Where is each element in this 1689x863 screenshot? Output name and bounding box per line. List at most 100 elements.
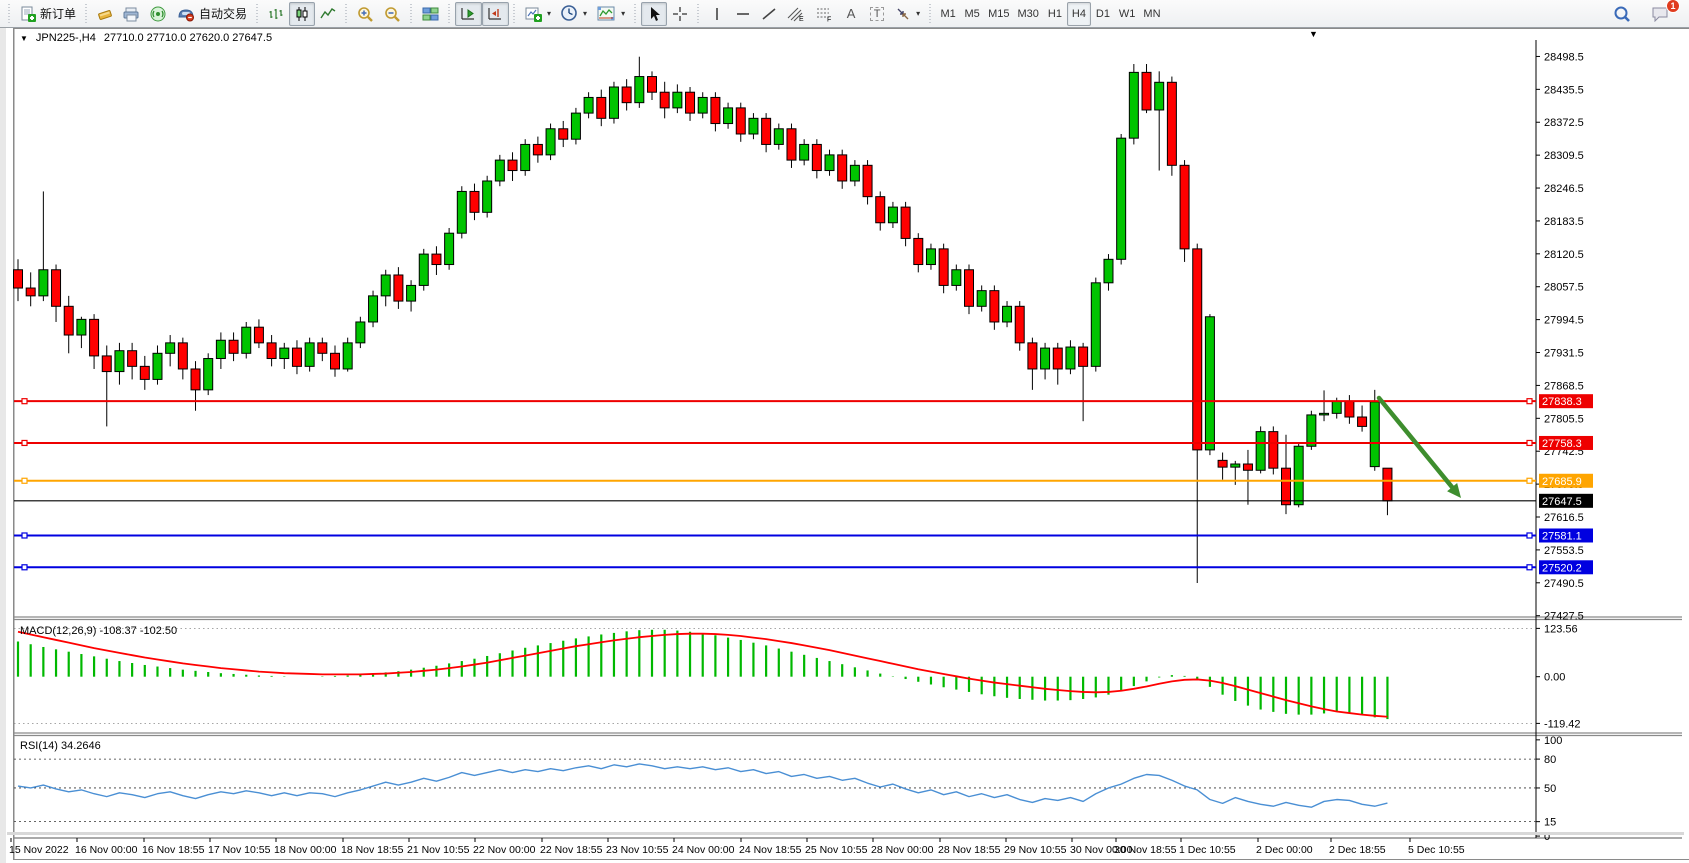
equidistant-channel-button[interactable]: E: [782, 2, 810, 26]
svg-text:16 Nov 00:00: 16 Nov 00:00: [75, 844, 138, 856]
metaeditor-button[interactable]: [92, 2, 118, 26]
cursor-button[interactable]: [641, 1, 668, 26]
horizontal-level-line[interactable]: 27581.1: [14, 528, 1593, 543]
timeframe-w1-button[interactable]: W1: [1115, 2, 1140, 26]
toolbar-grip[interactable]: [696, 3, 702, 24]
main-toolbar: 新订单 自动交易: [0, 0, 1689, 28]
chart-title: ▼ JPN225-,H4 27710.0 27710.0 27620.0 276…: [20, 32, 272, 44]
horizontal-level-line[interactable]: 27758.3: [14, 435, 1593, 450]
line-chart-button[interactable]: [315, 2, 341, 26]
signals-button[interactable]: [145, 2, 172, 26]
zoom-in-button[interactable]: [352, 2, 379, 26]
toolbar-grip[interactable]: [447, 3, 453, 24]
vertical-line-button[interactable]: [704, 2, 730, 26]
svg-text:28435.5: 28435.5: [1544, 84, 1584, 96]
candlestick-chart-button[interactable]: [289, 1, 316, 26]
svg-text:15 Nov 2022: 15 Nov 2022: [9, 844, 69, 856]
text-tool-icon: A: [846, 6, 856, 21]
fibonacci-button[interactable]: F: [810, 2, 838, 26]
svg-text:27520.2: 27520.2: [1542, 562, 1582, 574]
chevron-down-icon: ▾: [916, 9, 921, 18]
text-button[interactable]: A: [838, 2, 864, 26]
svg-text:28057.5: 28057.5: [1544, 282, 1584, 294]
cursor-icon: [650, 6, 660, 21]
svg-text:2 Dec 00:00: 2 Dec 00:00: [1256, 844, 1313, 856]
arrows-button[interactable]: ▾: [890, 2, 925, 26]
horizontal-level-line[interactable]: 27685.9: [14, 473, 1593, 488]
svg-text:27616.5: 27616.5: [1544, 512, 1584, 524]
toolbar-grip[interactable]: [7, 3, 12, 24]
svg-text:123.56: 123.56: [1544, 623, 1578, 635]
crosshair-button[interactable]: [667, 2, 693, 26]
indicators-button[interactable]: ▾: [592, 2, 630, 26]
toolbar-grip[interactable]: [84, 3, 90, 24]
price-axis[interactable]: 28498.5 28435.5 28372.5 28309.5 28246.5 28183…: [1536, 51, 1584, 843]
search-button[interactable]: [1608, 2, 1636, 26]
trend-arrow-annotation[interactable]: [1376, 395, 1461, 498]
current-price-line[interactable]: 27647.5: [14, 493, 1593, 508]
period-button[interactable]: ▾: [556, 2, 592, 26]
clock-icon: [561, 5, 577, 21]
svg-text:18 Nov 18:55: 18 Nov 18:55: [341, 844, 404, 856]
crosshair-icon: [673, 6, 688, 21]
window-bottom-edge: [7, 832, 1684, 835]
timeframe-m15-button[interactable]: M15: [984, 2, 1013, 26]
svg-text:25 Nov 10:55: 25 Nov 10:55: [805, 844, 868, 856]
chart-canvas[interactable]: 28498.5 28435.5 28372.5 28309.5 28246.5 28183…: [6, 28, 1689, 863]
chevron-down-icon: ▾: [547, 9, 552, 18]
horizontal-level-line[interactable]: 27520.2: [14, 560, 1593, 575]
autoscroll-button[interactable]: [455, 1, 483, 26]
new-order-button[interactable]: 新订单: [15, 2, 81, 26]
rsi-value: 34.2646: [60, 740, 101, 752]
ohlc-values: 27710.0 27710.0 27620.0 27647.5: [103, 32, 273, 44]
channel-icon: E: [787, 7, 804, 22]
svg-text:27647.5: 27647.5: [1542, 496, 1582, 508]
new-chart-button[interactable]: ▾: [520, 2, 556, 26]
bar-chart-button[interactable]: [263, 2, 289, 26]
chart-shift-button[interactable]: [482, 1, 510, 26]
timeframe-m1-button[interactable]: M1: [936, 2, 960, 26]
trendline-button[interactable]: [756, 2, 782, 26]
timeframe-h4-button[interactable]: H4: [1066, 1, 1091, 26]
time-axis[interactable]: 15 Nov 2022 16 Nov 00:00 16 Nov 18:55 17 No…: [9, 838, 1465, 856]
candlestick-chart-icon: [296, 6, 308, 21]
toolbar-grip[interactable]: [512, 3, 518, 24]
text-label-button[interactable]: T: [864, 2, 890, 26]
toolbar-grip[interactable]: [409, 3, 415, 24]
terminal-button[interactable]: [118, 2, 145, 26]
toolbar-grip[interactable]: [255, 3, 261, 24]
timeframe-m30-button[interactable]: M30: [1014, 2, 1043, 26]
horizontal-line-icon: [737, 12, 750, 15]
svg-text:22 Nov 18:55: 22 Nov 18:55: [540, 844, 603, 856]
timeframe-mn-button[interactable]: MN: [1139, 2, 1164, 26]
horizontal-level-line[interactable]: 27838.3: [14, 394, 1593, 409]
toolbar-grip[interactable]: [344, 3, 350, 24]
svg-text:27553.5: 27553.5: [1544, 545, 1584, 557]
chart-dropdown-icon[interactable]: ▼: [20, 33, 28, 43]
toolbar-grip[interactable]: [633, 3, 639, 24]
channel-letter: E: [799, 16, 804, 22]
indicators-icon: [597, 6, 615, 20]
search-icon: [1614, 6, 1630, 22]
timeframe-m5-button[interactable]: M5: [960, 2, 984, 26]
toolbar-grip[interactable]: [928, 3, 934, 24]
signal-icon: [150, 6, 166, 21]
timeframe-label: H4: [1071, 7, 1086, 20]
timeframe-d1-button[interactable]: D1: [1091, 2, 1115, 26]
rsi-indicator: [17, 763, 1388, 808]
svg-text:16 Nov 18:55: 16 Nov 18:55: [142, 844, 205, 856]
autotrading-button[interactable]: 自动交易: [172, 2, 252, 26]
horizontal-line-button[interactable]: [730, 2, 756, 26]
svg-text:27838.3: 27838.3: [1542, 396, 1582, 408]
chevron-down-icon: ▾: [583, 9, 588, 18]
scroll-to-end-marker[interactable]: ▼: [1309, 29, 1318, 39]
text-label-icon: T: [869, 6, 885, 21]
timeframe-h1-button[interactable]: H1: [1043, 2, 1067, 26]
zoom-out-button[interactable]: [379, 2, 406, 26]
autoscroll-icon: [461, 7, 475, 20]
tile-windows-button[interactable]: [417, 2, 444, 26]
notifications-button[interactable]: 1: [1646, 0, 1680, 26]
gold-pencil-icon: [98, 9, 112, 20]
new-order-icon: [21, 6, 36, 22]
chevron-down-icon: ▾: [621, 9, 626, 18]
